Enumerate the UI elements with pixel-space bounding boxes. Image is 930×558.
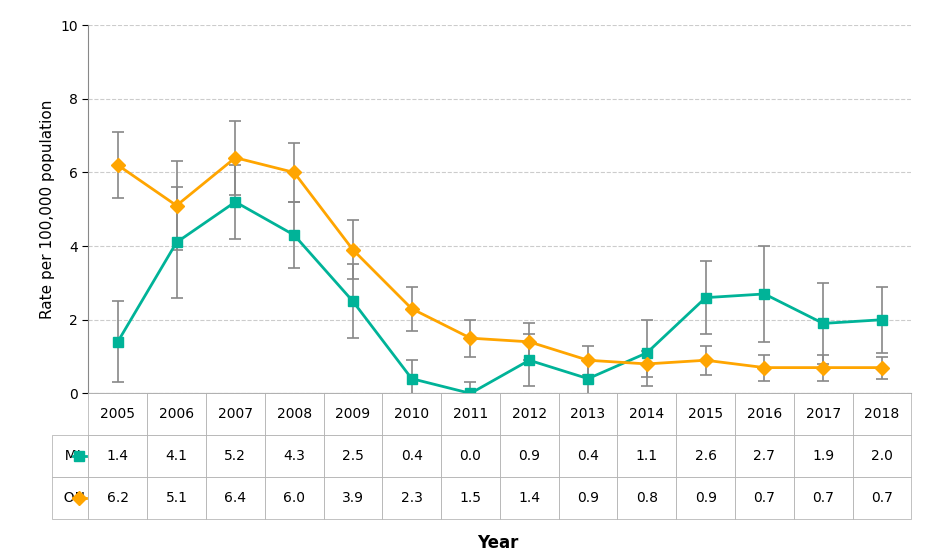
Y-axis label: Rate per 100,000 population: Rate per 100,000 population xyxy=(40,99,55,319)
Text: Year: Year xyxy=(477,535,518,552)
